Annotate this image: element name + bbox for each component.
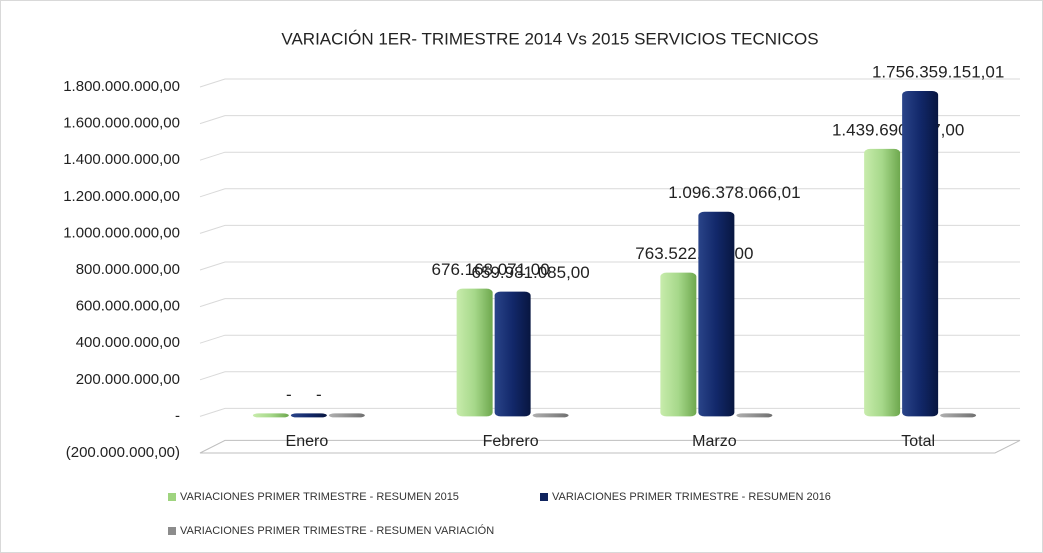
x-tick-label: Total	[901, 433, 935, 450]
legend-swatch	[540, 493, 548, 501]
bar	[902, 90, 939, 417]
grid-line	[199, 298, 1020, 308]
bar	[736, 413, 773, 418]
data-label: 676.168.071,00	[432, 260, 550, 279]
bar	[290, 413, 327, 418]
y-tick-label: 1.000.000.000,00	[63, 224, 180, 241]
bar	[532, 413, 569, 418]
y-tick-label: 400.000.000,00	[76, 334, 180, 351]
grid-line	[199, 78, 1020, 88]
grid-line	[199, 151, 1020, 161]
data-label: 659.981.085,00	[472, 263, 590, 282]
y-tick-label: 600.000.000,00	[76, 298, 180, 315]
data-label: -	[286, 385, 292, 404]
grid-line	[199, 371, 1020, 381]
legend-label: VARIACIONES PRIMER TRIMESTRE - RESUMEN 2…	[552, 491, 831, 503]
y-tick-label: 800.000.000,00	[76, 261, 180, 278]
y-tick-label: (200.000.000,00)	[66, 444, 180, 461]
chart-title: VARIACIÓN 1ER- TRIMESTRE 2014 Vs 2015 SE…	[281, 29, 818, 48]
y-tick-label: 1.200.000.000,00	[63, 188, 180, 205]
bar	[940, 413, 977, 418]
y-tick-label: 1.400.000.000,00	[63, 151, 180, 168]
x-tick-label: Febrero	[483, 433, 539, 450]
bar	[698, 211, 735, 417]
data-label: 1.439.690.357,00	[832, 120, 964, 139]
grid-line	[199, 188, 1020, 198]
bar	[328, 413, 365, 418]
floor	[199, 439, 1021, 454]
grid-line	[199, 261, 1020, 271]
legend-label: VARIACIONES PRIMER TRIMESTRE - RESUMEN 2…	[180, 491, 459, 503]
y-tick-label: 1.600.000.000,00	[63, 115, 180, 132]
grid-line	[199, 115, 1020, 125]
grid-line	[199, 334, 1020, 344]
legend-label: VARIACIONES PRIMER TRIMESTRE - RESUMEN V…	[180, 524, 494, 537]
data-label: 1.096.378.066,01	[668, 183, 800, 202]
data-label: 1.756.359.151,01	[872, 62, 1004, 81]
bar	[494, 291, 531, 417]
x-tick-label: Enero	[286, 433, 329, 450]
data-label: 763.522.286,00	[635, 244, 753, 263]
grid-line	[199, 407, 1020, 417]
x-tick-label: Marzo	[692, 433, 737, 450]
legend-swatch	[168, 527, 176, 535]
legend-swatch	[168, 493, 176, 501]
bar	[660, 272, 697, 417]
y-tick-label: 200.000.000,00	[76, 371, 180, 388]
bar	[456, 288, 493, 417]
bar	[252, 413, 289, 418]
y-tick-label: 1.800.000.000,00	[63, 78, 180, 95]
data-label: -	[316, 385, 322, 404]
bar	[864, 148, 901, 417]
y-tick-label: -	[175, 407, 180, 424]
grid-line	[199, 224, 1020, 234]
